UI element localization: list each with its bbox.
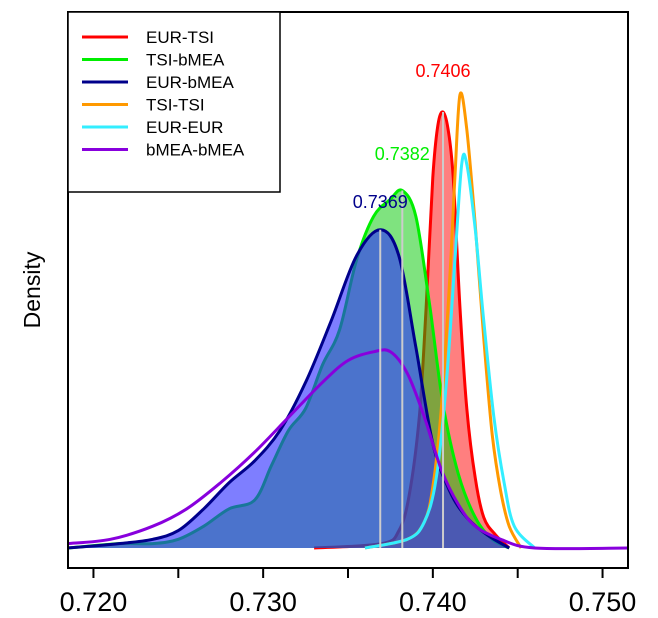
legend-label: EUR-bMEA <box>146 73 235 92</box>
density-line-eur-eur <box>364 152 536 550</box>
y-axis-label: Density <box>19 251 45 328</box>
x-tick-label: 0.730 <box>229 587 297 617</box>
legend-box <box>67 11 281 193</box>
legend-label: bMEA-bMEA <box>146 141 245 160</box>
density-area-eur-bmea <box>68 229 510 548</box>
peak-label-2: 0.7369 <box>353 192 408 212</box>
x-tick-label: 0.720 <box>60 587 128 617</box>
density-area-eur-tsi <box>314 111 510 548</box>
legend-label: TSI-bMEA <box>146 51 225 70</box>
density-line-bmea-bmea <box>67 348 629 551</box>
peak-marker-layer: 0.7406 0.7382 0.7369 <box>353 61 471 548</box>
peak-label-1: 0.7382 <box>375 144 430 164</box>
legend-label: EUR-TSI <box>146 28 214 47</box>
legend-label: EUR-EUR <box>146 118 223 137</box>
series-layer <box>67 91 629 551</box>
peak-label-0: 0.7406 <box>415 61 470 81</box>
legend: EUR-TSI TSI-bMEA EUR-bMEA TSI-TSI EUR-EUR bME… <box>67 11 281 193</box>
x-tick-label: 0.750 <box>569 587 637 617</box>
x-tick-label: 0.740 <box>399 587 467 617</box>
legend-label: TSI-TSI <box>146 96 205 115</box>
x-axis: 0.720 0.730 0.740 0.750 <box>60 568 637 617</box>
